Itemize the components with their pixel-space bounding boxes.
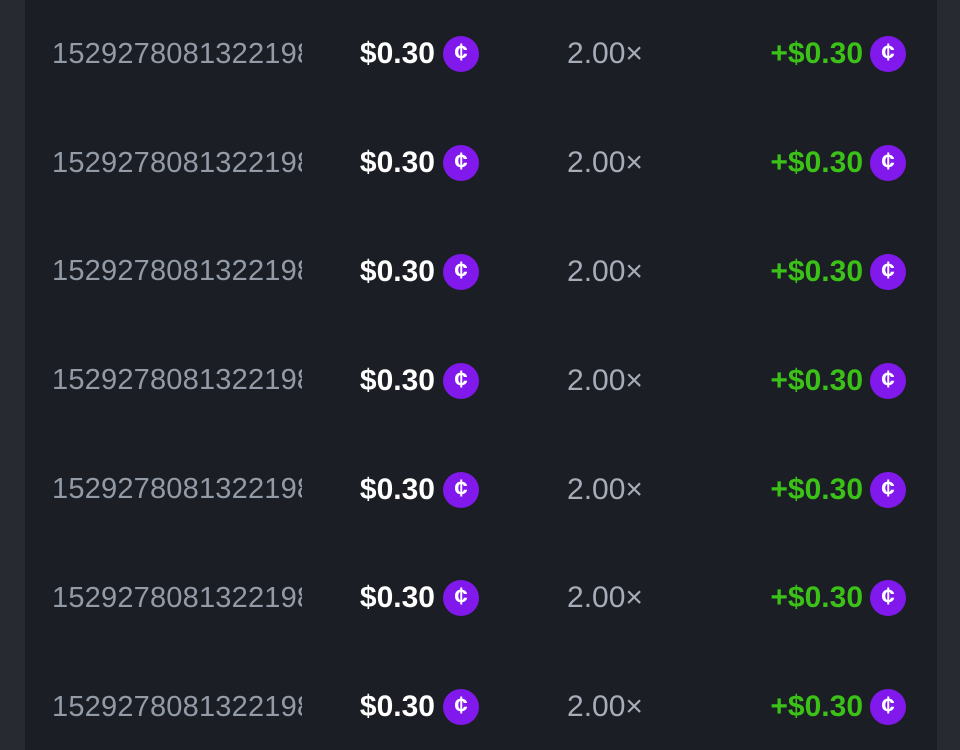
cent-coin-icon: ¢	[870, 362, 906, 399]
bet-row[interactable]: 15292780813221988 $0.30 ¢ 2.00× +$0.30 ¢	[25, 544, 937, 653]
bet-multiplier-text: 2.00×	[567, 581, 643, 615]
bet-multiplier-text: 2.00×	[567, 37, 643, 71]
bet-payout-cell: +$0.30 ¢	[731, 253, 906, 290]
bet-row[interactable]: 15292780813221988 $0.30 ¢ 2.00× +$0.30 ¢	[25, 435, 937, 544]
bet-row[interactable]: 15292780813221988 $0.30 ¢ 2.00× +$0.30 ¢	[25, 653, 937, 750]
bet-amount-text: $0.30	[359, 472, 435, 506]
bet-row[interactable]: 15292780813221988 $0.30 ¢ 2.00× +$0.30 ¢	[25, 109, 937, 218]
bet-id-cell: 15292780813221988	[52, 38, 302, 71]
bet-multiplier-cell: 2.00×	[479, 473, 731, 507]
bet-payout-cell: +$0.30 ¢	[731, 580, 906, 617]
bet-row[interactable]: 15292780813221988 $0.30 ¢ 2.00× +$0.30 ¢	[25, 218, 937, 327]
bet-id-text: 15292780813221988	[52, 255, 302, 288]
bet-multiplier-cell: 2.00×	[479, 364, 731, 398]
cent-coin-icon: ¢	[870, 471, 906, 508]
bet-amount-cell: $0.30 ¢	[302, 471, 479, 508]
bet-id-cell: 15292780813221988	[52, 473, 302, 506]
bet-amount-text: $0.30	[359, 363, 435, 397]
cent-coin-icon: ¢	[443, 253, 479, 290]
bet-multiplier-cell: 2.00×	[479, 690, 731, 724]
bet-amount-cell: $0.30 ¢	[302, 145, 479, 182]
bet-payout-text: +$0.30	[770, 146, 863, 180]
bet-id-cell: 15292780813221988	[52, 255, 302, 288]
bet-amount-text: $0.30	[359, 581, 435, 615]
bet-payout-text: +$0.30	[770, 690, 863, 724]
cent-coin-icon: ¢	[443, 471, 479, 508]
bet-amount-cell: $0.30 ¢	[302, 689, 479, 726]
bet-payout-cell: +$0.30 ¢	[731, 689, 906, 726]
bet-multiplier-text: 2.00×	[567, 254, 643, 288]
bet-row[interactable]: 15292780813221988 $0.30 ¢ 2.00× +$0.30 ¢	[25, 0, 937, 109]
bet-multiplier-text: 2.00×	[567, 472, 643, 506]
bet-multiplier-text: 2.00×	[567, 690, 643, 724]
bet-amount-cell: $0.30 ¢	[302, 36, 479, 73]
bet-multiplier-text: 2.00×	[567, 146, 643, 180]
bet-multiplier-cell: 2.00×	[479, 581, 731, 615]
bet-multiplier-text: 2.00×	[567, 363, 643, 397]
cent-coin-icon: ¢	[870, 145, 906, 182]
bet-payout-cell: +$0.30 ¢	[731, 471, 906, 508]
bet-id-cell: 15292780813221988	[52, 147, 302, 180]
bet-id-cell: 15292780813221988	[52, 582, 302, 615]
bet-amount-text: $0.30	[359, 254, 435, 288]
cent-coin-icon: ¢	[443, 362, 479, 399]
bet-id-text: 15292780813221988	[52, 37, 302, 70]
bets-table: 15292780813221988 $0.30 ¢ 2.00× +$0.30 ¢…	[25, 0, 937, 750]
bet-row[interactable]: 15292780813221988 $0.30 ¢ 2.00× +$0.30 ¢	[25, 326, 937, 435]
bet-payout-text: +$0.30	[770, 37, 863, 71]
bet-amount-text: $0.30	[359, 146, 435, 180]
cent-coin-icon: ¢	[443, 689, 479, 726]
cent-coin-icon: ¢	[443, 36, 479, 73]
bet-multiplier-cell: 2.00×	[479, 146, 731, 180]
bet-payout-cell: +$0.30 ¢	[731, 36, 906, 73]
bet-payout-text: +$0.30	[770, 254, 863, 288]
bet-amount-text: $0.30	[359, 37, 435, 71]
bet-amount-cell: $0.30 ¢	[302, 362, 479, 399]
cent-coin-icon: ¢	[870, 689, 906, 726]
bet-multiplier-cell: 2.00×	[479, 37, 731, 71]
bet-multiplier-cell: 2.00×	[479, 255, 731, 289]
cent-coin-icon: ¢	[443, 145, 479, 182]
cent-coin-icon: ¢	[870, 580, 906, 617]
bet-amount-cell: $0.30 ¢	[302, 580, 479, 617]
bet-payout-cell: +$0.30 ¢	[731, 362, 906, 399]
bet-id-text: 15292780813221988	[52, 146, 302, 179]
bet-id-text: 15292780813221988	[52, 581, 302, 614]
bet-amount-cell: $0.30 ¢	[302, 253, 479, 290]
bet-id-cell: 15292780813221988	[52, 364, 302, 397]
bet-payout-text: +$0.30	[770, 581, 863, 615]
bet-payout-cell: +$0.30 ¢	[731, 145, 906, 182]
bet-id-cell: 15292780813221988	[52, 691, 302, 724]
bet-amount-text: $0.30	[359, 690, 435, 724]
bet-id-text: 15292780813221988	[52, 473, 302, 506]
cent-coin-icon: ¢	[443, 580, 479, 617]
bet-id-text: 15292780813221988	[52, 364, 302, 397]
bet-payout-text: +$0.30	[770, 363, 863, 397]
cent-coin-icon: ¢	[870, 36, 906, 73]
bet-payout-text: +$0.30	[770, 472, 863, 506]
bet-id-text: 15292780813221988	[52, 690, 302, 723]
cent-coin-icon: ¢	[870, 253, 906, 290]
